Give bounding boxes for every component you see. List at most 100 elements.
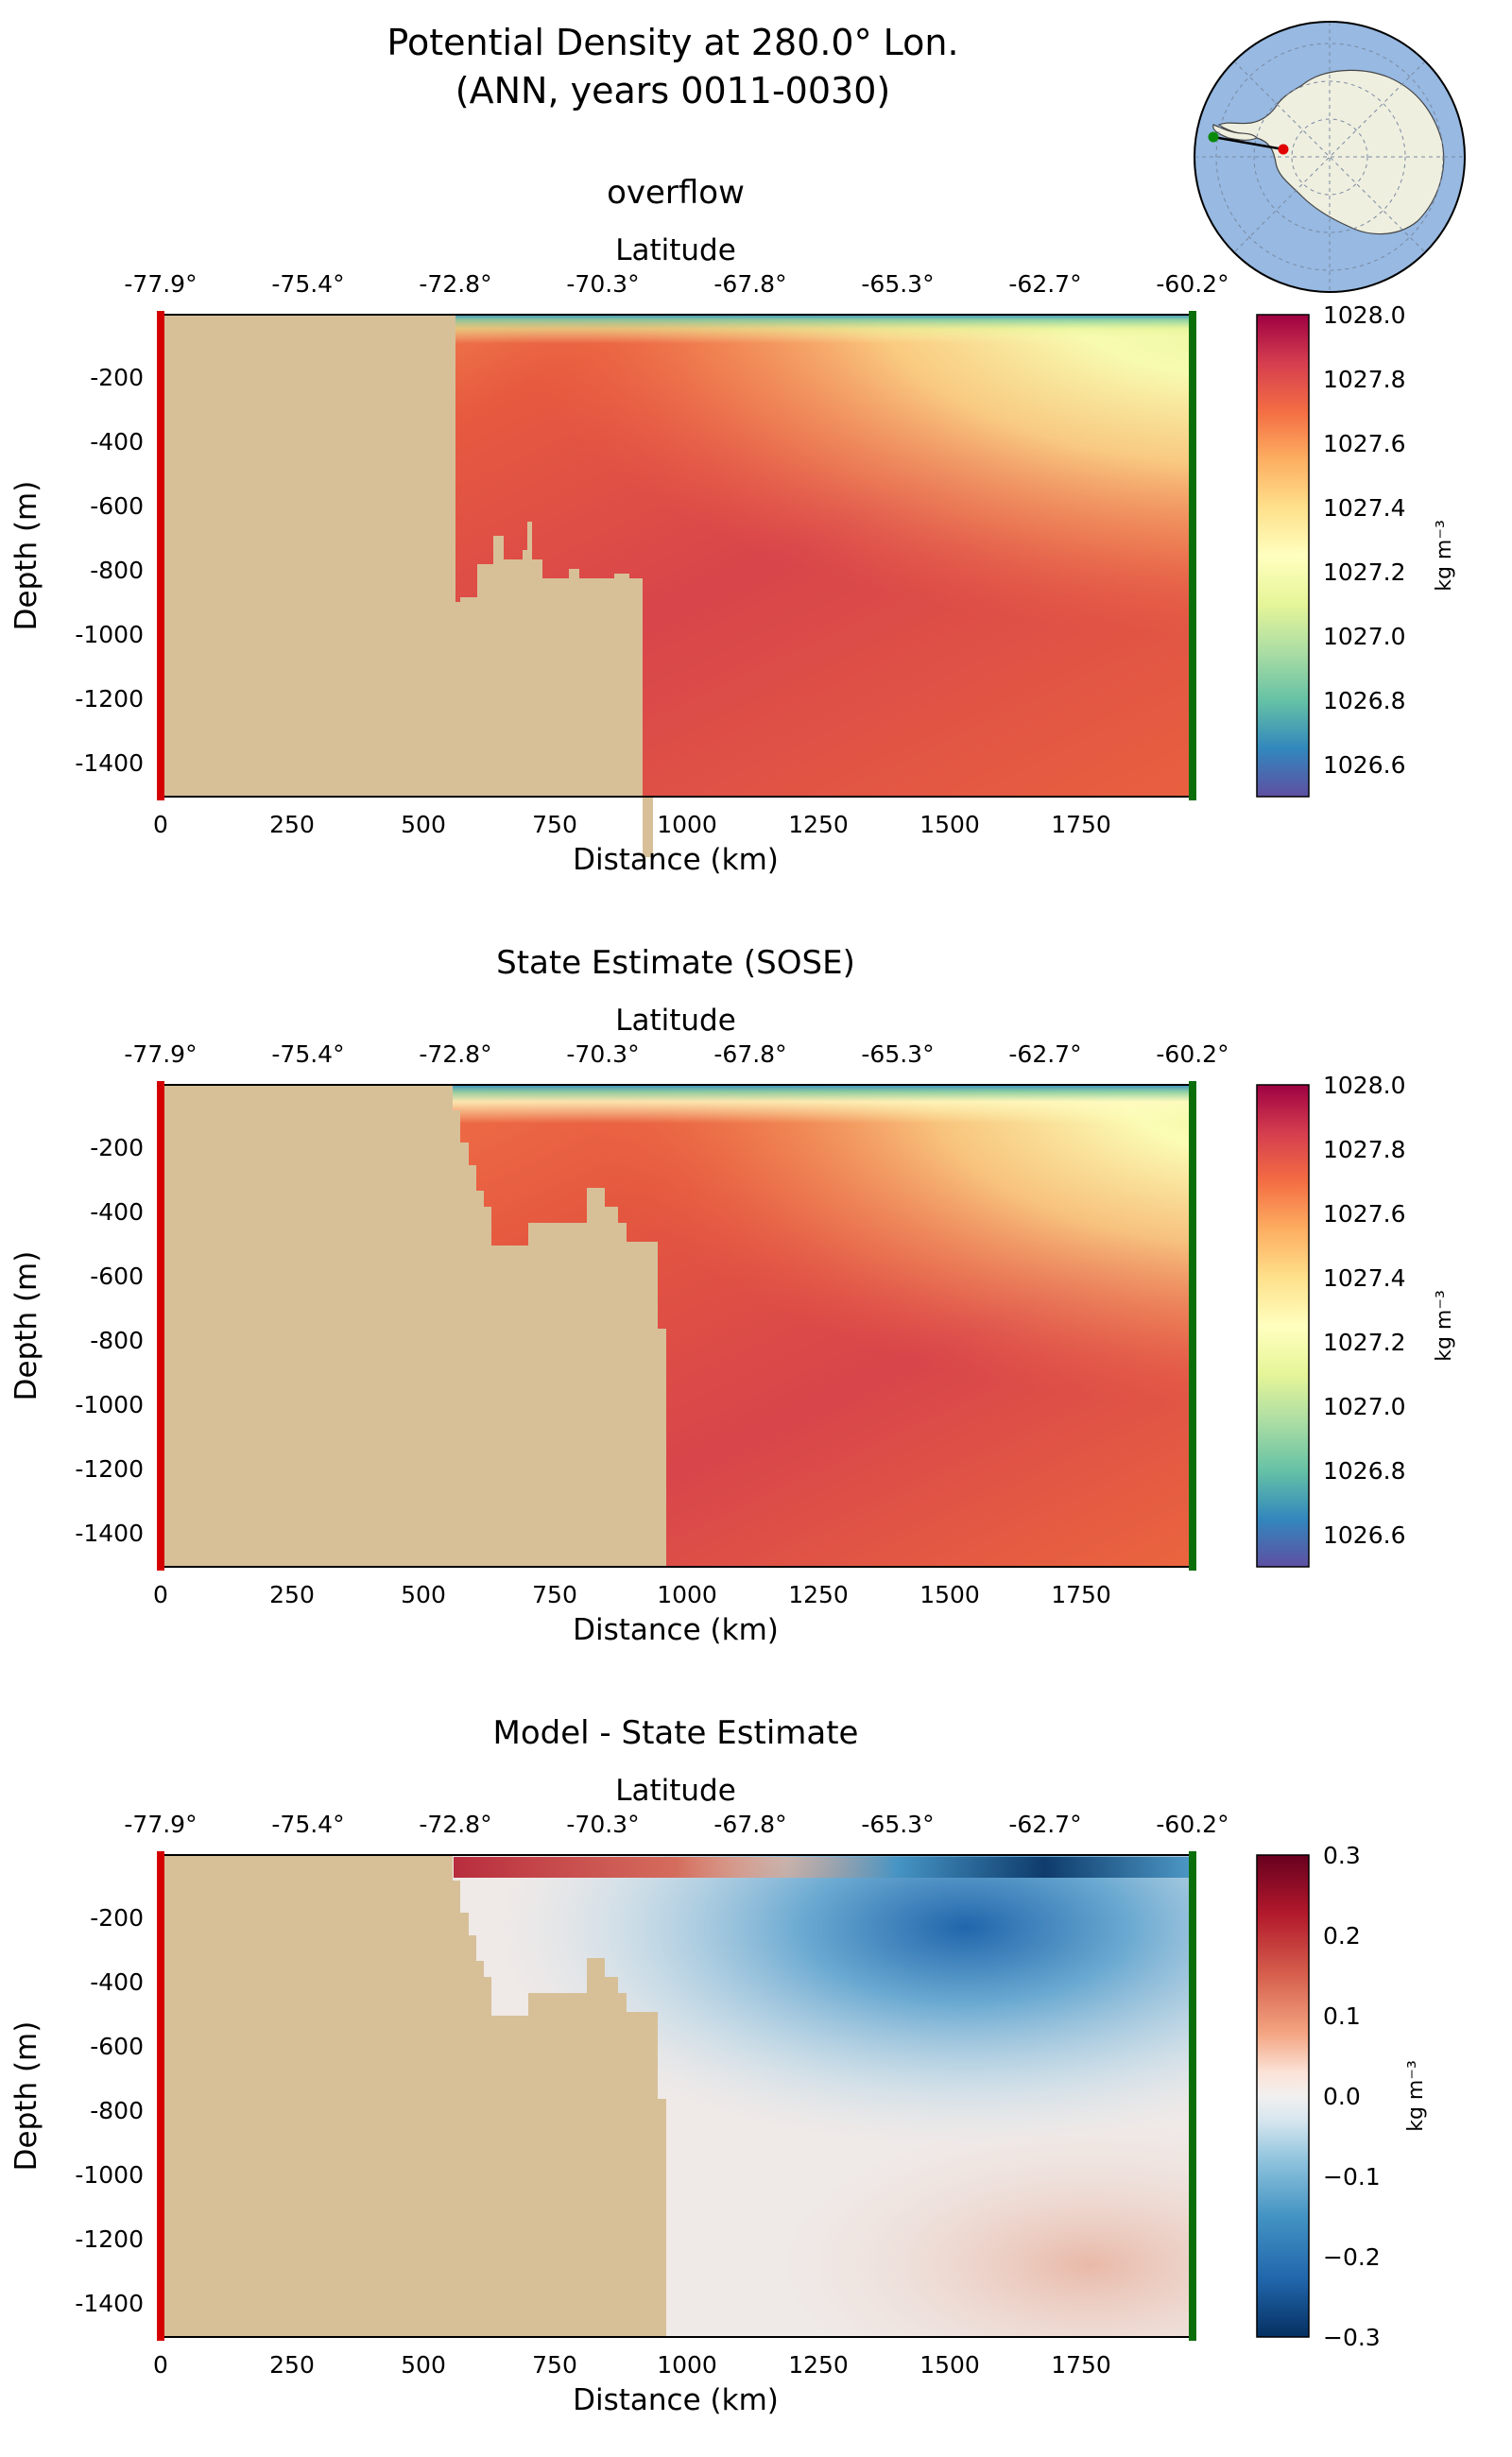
map-frame (1194, 21, 1466, 293)
lat-tick-label: -75.4° (271, 270, 344, 298)
y-tick-label: -1200 (75, 1455, 144, 1483)
lat-tick-label: -62.7° (1008, 270, 1081, 298)
x-tick-label: 0 (153, 2351, 168, 2379)
panel-title: Model - State Estimate (493, 1714, 859, 1752)
colorbar-tick-label: 0.2 (1323, 1922, 1361, 1950)
y-tick-label: -600 (90, 492, 144, 520)
y-tick-label: -800 (90, 1327, 144, 1354)
colorbar-gradient (1256, 1854, 1310, 2338)
y-tick-label: -1000 (75, 621, 144, 648)
colorbar-tick-label: 1027.8 (1323, 366, 1405, 393)
x-tick-label: 750 (532, 811, 577, 838)
x-axis-label: Distance (km) (573, 2383, 779, 2417)
colorbar-tick-label: 1026.8 (1323, 1457, 1405, 1485)
transect-end-bar (1189, 1851, 1196, 2341)
colorbar: 1028.0 1027.8 1027.6 1027.4 1027.2 1027.… (1256, 301, 1456, 798)
y-ticks: -200 -400 -600 -800 -1000 -1200 -1400 (75, 1904, 144, 2317)
latitude-ticks: -77.9° -75.4° -72.8° -70.3° -67.8° -65.3… (124, 1040, 1228, 1068)
lat-tick-label: -65.3° (861, 1811, 934, 1838)
y-tick-label: -800 (90, 557, 144, 584)
colorbar-tick-label: 1027.8 (1323, 1136, 1405, 1163)
latitude-ticks: -77.9° -75.4° -72.8° -70.3° -67.8° -65.3… (124, 270, 1228, 298)
panel-state-estimate: State Estimate (SOSE) Latitude -77.9° -7… (9, 944, 1456, 1647)
panel-overflow: overflow Latitude -77.9° -75.4° -72.8° -… (9, 174, 1456, 877)
x-axis-label: Distance (km) (573, 1613, 779, 1647)
y-tick-label: -400 (90, 428, 144, 455)
transect-line (1212, 135, 1284, 151)
colorbar-gradient (1256, 314, 1310, 798)
land-mask (161, 1085, 666, 1567)
panel-title: overflow (607, 174, 745, 212)
colorbar-tick-label: −0.3 (1323, 2324, 1381, 2351)
transect-start-bar (157, 1851, 164, 2341)
colorbar-tick-label: 1027.0 (1323, 623, 1405, 650)
lat-tick-label: -72.8° (419, 1811, 491, 1838)
transect-start-bar (157, 311, 164, 800)
x-tick-label: 750 (532, 1581, 577, 1608)
lat-tick-label: -72.8° (419, 270, 491, 298)
y-tick-label: -1200 (75, 2225, 144, 2253)
x-tick-label: 250 (269, 811, 315, 838)
x-tick-label: 750 (532, 2351, 577, 2379)
y-axis-label: Depth (m) (9, 481, 43, 631)
x-tick-label: 1500 (919, 2351, 980, 2379)
x-tick-label: 1750 (1051, 1581, 1111, 1608)
y-tick-label: -200 (90, 1904, 144, 1932)
latitude-axis-label: Latitude (615, 1004, 736, 1038)
transect-start-marker (1208, 131, 1219, 143)
x-tick-label: 1250 (788, 1581, 849, 1608)
land-mask (161, 1855, 666, 2337)
latitude-axis-label: Latitude (615, 1774, 736, 1808)
colorbar-tick-label: 1026.8 (1323, 687, 1405, 714)
lat-tick-label: -75.4° (271, 1811, 344, 1838)
field-surface-anomaly (454, 1857, 1193, 1878)
lat-tick-label: -70.3° (566, 1040, 639, 1068)
x-axis-label: Distance (km) (573, 843, 779, 877)
latitude-ticks: -77.9° -75.4° -72.8° -70.3° -67.8° -65.3… (124, 1811, 1228, 1838)
lat-tick-label: -62.7° (1008, 1040, 1081, 1068)
x-tick-label: 1500 (919, 811, 980, 838)
x-tick-label: 500 (401, 811, 446, 838)
colorbar-tick-label: 0.0 (1323, 2083, 1361, 2110)
panel-title: State Estimate (SOSE) (496, 944, 855, 982)
transect-start-bar (157, 1081, 164, 1571)
x-tick-label: 1000 (657, 2351, 717, 2379)
colorbar-label: kg m⁻³ (1404, 2060, 1428, 2132)
lat-tick-label: -60.2° (1156, 1040, 1228, 1068)
x-tick-label: 0 (153, 811, 168, 838)
lat-tick-label: -67.8° (713, 270, 786, 298)
antarctic-peninsula (1212, 124, 1259, 141)
x-tick-label: 1750 (1051, 811, 1111, 838)
y-tick-label: -600 (90, 2033, 144, 2060)
lat-tick-label: -72.8° (419, 1040, 491, 1068)
colorbar-tick-label: 1028.0 (1323, 301, 1405, 329)
colorbar-tick-label: 1027.4 (1323, 1264, 1405, 1292)
lat-tick-label: -67.8° (713, 1040, 786, 1068)
location-map (1194, 21, 1466, 293)
x-tick-label: 250 (269, 2351, 315, 2379)
antarctica-shape (1217, 69, 1445, 235)
lat-tick-label: -65.3° (861, 1040, 934, 1068)
colorbar-tick-label: −0.1 (1323, 2163, 1381, 2191)
y-axis-label: Depth (m) (9, 2021, 43, 2172)
y-tick-label: -800 (90, 2097, 144, 2124)
figure-title-line1: Potential Density at 280.0° Lon. (387, 22, 958, 63)
y-tick-label: -200 (90, 364, 144, 391)
y-tick-label: -400 (90, 1968, 144, 1996)
colorbar-gradient (1256, 1084, 1310, 1568)
y-tick-label: -1400 (75, 1520, 144, 1547)
colorbar-tick-label: 0.3 (1323, 1842, 1361, 1869)
lat-tick-label: -70.3° (566, 270, 639, 298)
colorbar-label: kg m⁻³ (1433, 1290, 1456, 1362)
colorbar-tick-label: 1027.6 (1323, 1200, 1405, 1228)
colorbar-tick-label: 1026.6 (1323, 1521, 1405, 1549)
lat-tick-label: -65.3° (861, 270, 934, 298)
y-ticks: -200 -400 -600 -800 -1000 -1200 -1400 (75, 1134, 144, 1547)
y-tick-label: -600 (90, 1263, 144, 1290)
x-tick-label: 1250 (788, 811, 849, 838)
figure-title-line2: (ANN, years 0011-0030) (455, 70, 890, 112)
colorbar-tick-label: 1026.6 (1323, 751, 1405, 779)
lat-tick-label: -77.9° (124, 1811, 197, 1838)
colorbar: 1028.0 1027.8 1027.6 1027.4 1027.2 1027.… (1256, 1072, 1456, 1568)
